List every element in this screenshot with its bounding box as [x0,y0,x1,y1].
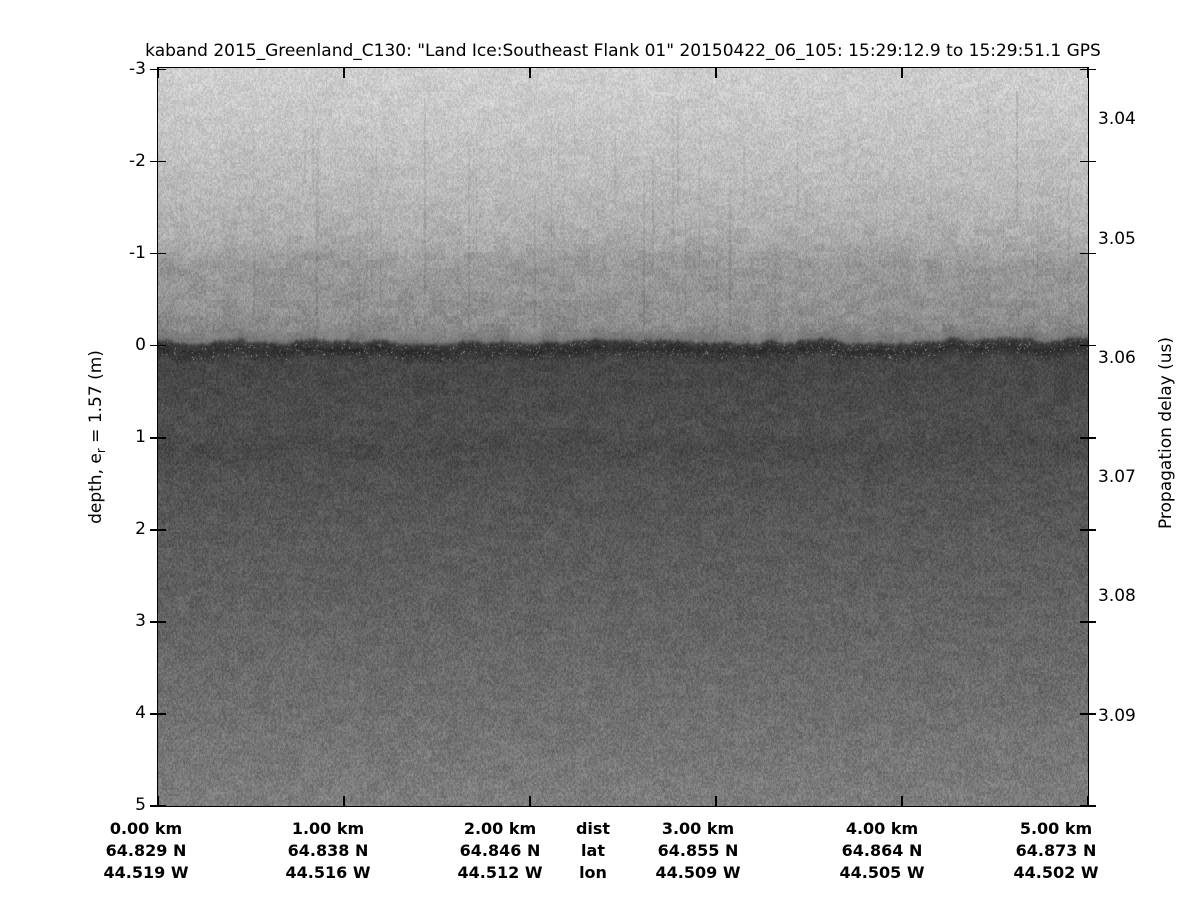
left-axis-tick-label: -1 [129,242,146,263]
right-axis-tick [1080,712,1096,715]
bottom-axis-tick [715,796,717,806]
track-lat-value: 64.829 N [105,841,187,860]
track-lat-value: 64.855 N [657,841,739,860]
left-axis-tick-label: 4 [135,702,146,723]
track-row-label: dist [575,819,611,838]
bottom-axis-tick [529,796,531,806]
right-axis-tick [1080,252,1096,255]
track-dist-value: 0.00 km [109,819,183,838]
bottom-axis-tick [901,796,903,806]
left-axis-tick-label: 0 [135,334,146,355]
left-axis-tick [150,620,166,623]
top-axis-tick [343,68,345,78]
bottom-axis-tick [157,796,159,806]
right-axis-tick-label: 3.07 [1098,467,1136,488]
right-axis-tick-label: 3.04 [1098,109,1136,130]
track-lat-value: 64.838 N [287,841,369,860]
track-lat-value: 64.846 N [459,841,541,860]
track-dist-value: 4.00 km [845,819,919,838]
track-lon-value: 44.519 W [103,863,189,882]
chart-title: kaband 2015_Greenland_C130: "Land Ice:So… [145,41,1101,61]
track-lat-value: 64.873 N [1015,841,1097,860]
right-axis-tick [1080,436,1096,439]
left-axis-tick-label: 5 [135,795,146,815]
track-lon-value: 44.516 W [285,863,371,882]
left-axis-tick-label: -3 [129,58,146,79]
left-axis-tick-label: 3 [135,610,146,631]
track-lon-value: 44.502 W [1013,863,1099,882]
right-axis-tick-label: 3.06 [1098,347,1136,368]
left-axis-tick [150,344,166,347]
top-axis-tick [1087,68,1089,78]
right-axis-label: Propagation delay (us) [1156,336,1176,530]
left-axis-tick-label: -2 [129,150,146,171]
left-axis-tick-label: 2 [135,518,146,539]
top-axis-tick [901,68,903,78]
right-axis-tick-label: 3.09 [1098,705,1136,726]
left-axis-tick [150,252,166,255]
right-axis-tick [1080,160,1096,163]
right-axis-tick-label: 3.08 [1098,586,1136,607]
track-lon-value: 44.505 W [839,863,925,882]
track-lon-value: 44.512 W [457,863,543,882]
left-axis-label: depth, er = 1.57 (m) [86,350,108,524]
track-dist-value: 5.00 km [1019,819,1093,838]
right-axis-tick [1080,344,1096,347]
left-axis-tick [150,712,166,715]
left-axis-tick [150,528,166,531]
left-axis-label-subscript: r [94,448,108,454]
track-dist-value: 1.00 km [291,819,365,838]
echogram-image [158,68,1088,806]
top-axis-tick [157,68,159,78]
bottom-axis-tick [1087,796,1089,806]
left-axis-tick-label: 1 [135,426,146,447]
right-axis-tick-label: 3.05 [1098,228,1136,249]
track-dist-value: 2.00 km [463,819,537,838]
top-axis-tick [715,68,717,78]
top-axis-tick [529,68,531,78]
track-row-label: lon [579,863,607,882]
right-axis-tick [1080,620,1096,623]
left-axis-label-units: = 1.57 (m) [86,350,106,449]
track-row-label: lat [581,841,605,860]
track-dist-value: 3.00 km [661,819,735,838]
track-lon-value: 44.509 W [655,863,741,882]
left-axis-tick [150,160,166,163]
left-axis-tick [150,436,166,439]
bottom-axis-tick [343,796,345,806]
right-axis-tick [1080,528,1096,531]
track-lat-value: 64.864 N [841,841,923,860]
left-axis-label-text: depth, e [86,453,106,524]
